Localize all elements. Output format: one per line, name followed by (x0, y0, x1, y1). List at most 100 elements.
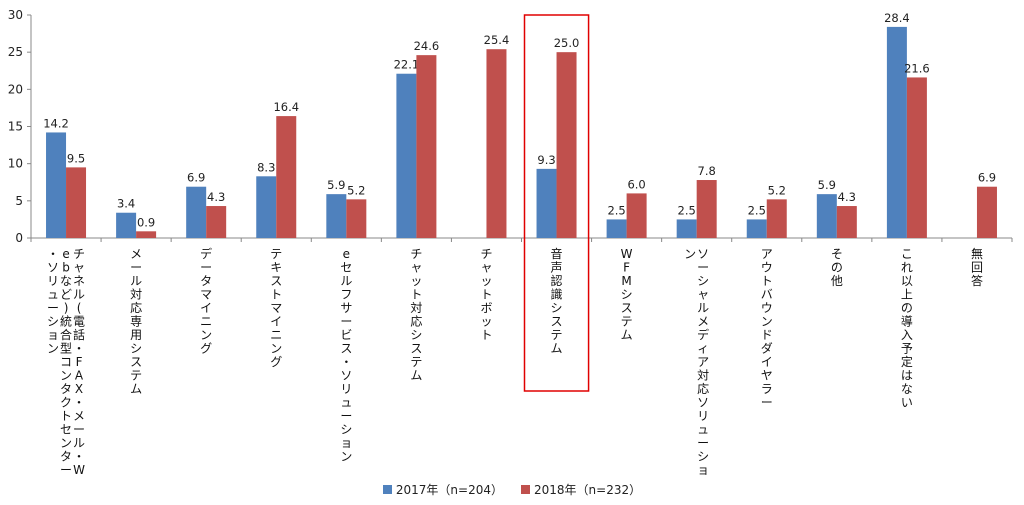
category-label-column: アウトバウンドダイヤラー (761, 247, 773, 410)
category-label-char: ル (340, 274, 352, 288)
category-label-char: こ (901, 247, 913, 261)
data-label: 24.6 (414, 39, 440, 53)
bar-2017 (536, 168, 557, 238)
category-label-char: シ (621, 288, 633, 302)
category-label-char: そ (831, 247, 843, 261)
category-label-char: ャ (697, 288, 709, 302)
data-label: 4.3 (207, 190, 225, 204)
category-label: テキストマイニング (270, 247, 282, 369)
data-label: 2.5 (607, 203, 625, 217)
category-label-char: ン (47, 342, 59, 356)
category-label-char: ー (200, 261, 212, 275)
category-label-char: バ (761, 288, 773, 302)
category-label-column: チャットボット (480, 247, 492, 342)
category-label-char: 声 (551, 261, 563, 275)
category-label-char: ヤ (761, 369, 773, 383)
category-label-char: メ (130, 247, 142, 261)
category-label-char: ト (60, 409, 72, 423)
category-label-char: マ (200, 288, 212, 302)
category-label-char: ニ (200, 315, 212, 329)
category-label: e セルフサービス・ソリューション (340, 247, 352, 464)
category-label-char: チ (410, 247, 422, 261)
category-label-char: 型 (60, 342, 72, 356)
bar-2017 (676, 219, 697, 238)
category-label-char: ン (200, 328, 212, 342)
category-label-char: ー (697, 436, 709, 450)
category-label-char: ド (761, 328, 773, 342)
category-label-char: ス (340, 342, 352, 356)
category-label: チャットボット (480, 247, 492, 342)
category-label-char: ル (73, 288, 85, 302)
category-label-char: ソ (47, 261, 59, 275)
category-label-column: 音声認識システム (551, 246, 563, 356)
category-label-char: ム (551, 342, 563, 356)
category-label-char: ( (77, 301, 82, 315)
data-label: 6.9 (187, 171, 205, 185)
category-label: チャネル(電話・ F A X ・メール・ We b など)統合型コンタクトセンター・ソリューシ… (47, 247, 85, 477)
category-label-char: ス (621, 301, 633, 315)
category-label-char: ス (410, 342, 422, 356)
category-label: データマイニング (200, 246, 212, 356)
category-label-char: ト (270, 288, 282, 302)
category-label-char: タ (60, 450, 72, 464)
category-label-char: シ (697, 274, 709, 288)
category-label-char: ソ (697, 247, 709, 261)
category-label-column: メール対応専用システム (130, 247, 142, 396)
data-label: 2.5 (678, 203, 696, 217)
bar-2018 (976, 186, 997, 238)
category-label-column: チャネル(電話・ F A X ・メール・ W (73, 247, 85, 477)
y-tick-label: 15 (8, 120, 23, 134)
category-label-char: ー (73, 423, 85, 437)
category-label-char: サ (340, 301, 352, 315)
category-label-char: デ (200, 246, 212, 261)
category-label-char: ス (270, 274, 282, 288)
category-label-char: ア (761, 247, 773, 261)
category-label-char: チ (73, 247, 85, 261)
data-label: 6.0 (627, 177, 645, 191)
category-label-char: 導 (901, 315, 913, 329)
data-label: 25.4 (484, 33, 510, 47)
category-label-char: シ (340, 423, 352, 437)
category-label-char: セ (340, 261, 352, 275)
category-label-char: ュ (697, 423, 709, 437)
category-label-char: ウ (761, 301, 773, 315)
y-tick-label: 5 (15, 194, 23, 208)
data-label: 7.8 (698, 164, 716, 178)
category-label-char: 回 (971, 261, 983, 275)
category-label-char: ン (761, 315, 773, 329)
category-label-char: 入 (901, 328, 913, 342)
category-label: これ以上の導入予定はない (901, 247, 913, 410)
bar-2018 (766, 199, 787, 238)
category-label-char: 合 (60, 327, 72, 342)
bar-2017 (326, 194, 347, 238)
legend-item-2018: 2018年（n=232） (521, 481, 641, 498)
category-label: アウトバウンドダイヤラー (761, 247, 773, 410)
category-label-char: リ (47, 274, 59, 288)
legend-label-2018: 2018年（n=232） (534, 483, 642, 497)
category-label-char: シ (47, 315, 59, 329)
category-label-column: チャット対応システム (410, 247, 422, 383)
data-label: 5.2 (768, 183, 786, 197)
category-label: チャット対応システム (410, 247, 422, 383)
category-label-char: ッ (480, 315, 492, 329)
bar-2017 (396, 73, 417, 239)
y-tick-label: 10 (8, 157, 23, 171)
category-label-char: ボ (480, 301, 492, 315)
legend-swatch-2017 (382, 485, 392, 494)
category-label-char: ー (697, 261, 709, 275)
category-label-column: ソーシャルメディア対応ソリューショ (697, 247, 709, 477)
bar-2018 (836, 206, 857, 238)
category-label-char: チ (480, 247, 492, 261)
category-label-char: ン (60, 369, 72, 383)
category-label-char: 認 (551, 273, 563, 288)
category-label-char: な (901, 382, 913, 396)
category-label-char: ニ (270, 328, 282, 342)
bar-2017 (816, 194, 837, 238)
y-tick-label: 25 (8, 45, 23, 59)
category-label-char: F (76, 355, 83, 369)
bar-2018 (136, 231, 157, 238)
category-label-char: れ (901, 261, 913, 275)
category-label-column: ・ソリューション (47, 247, 59, 356)
data-label: 22.1 (394, 58, 420, 72)
